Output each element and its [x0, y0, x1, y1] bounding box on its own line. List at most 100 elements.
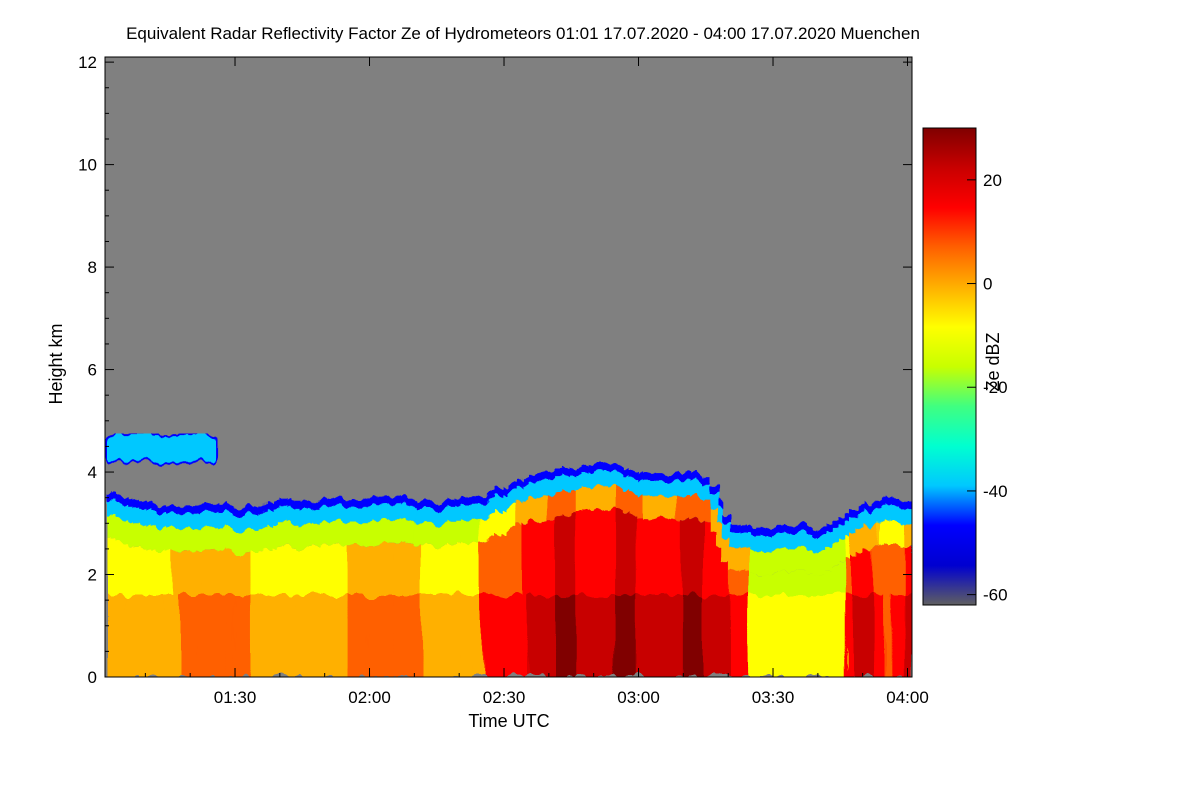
- ze-cell: [602, 508, 610, 596]
- ze-cell: [286, 506, 294, 523]
- ze-cell: [696, 521, 705, 596]
- ze-cell: [676, 480, 684, 496]
- ze-cell: [434, 502, 442, 511]
- ze-cell: [622, 595, 631, 677]
- ze-cell: [461, 505, 469, 521]
- ze-cell: [360, 544, 368, 596]
- ze-cell: [347, 523, 355, 547]
- ze-cell: [353, 595, 362, 677]
- y-tick-label: 2: [88, 566, 97, 585]
- x-tick-label: 02:00: [348, 688, 391, 707]
- ze-cell: [528, 474, 536, 483]
- ze-cell: [219, 550, 227, 596]
- ze-cell: [152, 512, 160, 528]
- ze-cell: [212, 595, 220, 677]
- ze-cell: [468, 595, 476, 677]
- ze-cell: [690, 473, 698, 482]
- ze-cell: [569, 467, 577, 476]
- ze-cell: [669, 595, 678, 677]
- ze-cell: [192, 595, 200, 677]
- ze-cell: [878, 506, 886, 523]
- ze-cell: [421, 508, 429, 525]
- ze-cell: [844, 595, 853, 677]
- ze-cell: [764, 572, 772, 596]
- ze-cell: [454, 506, 463, 522]
- ze-cell: [676, 495, 684, 519]
- ze-cell: [226, 513, 234, 529]
- ze-cell: [824, 525, 832, 534]
- ze-cell: [353, 507, 362, 523]
- ze-cell: [548, 479, 557, 496]
- ze-cell: [252, 595, 261, 677]
- ze-cell: [824, 571, 832, 596]
- ze-cell: [770, 533, 779, 550]
- ze-cell: [461, 543, 469, 596]
- ze-cell: [743, 526, 752, 535]
- ze-cell: [683, 479, 691, 496]
- ze-cell: [286, 545, 294, 596]
- ze-cell: [468, 519, 476, 543]
- ze-cell: [199, 527, 207, 551]
- ze-cell: [797, 523, 805, 532]
- ze-cell: [696, 595, 705, 677]
- ze-cell: [676, 595, 684, 677]
- colorbar-scale: [922, 127, 977, 606]
- ze-cell: [165, 553, 173, 596]
- ze-cell: [649, 481, 658, 497]
- ze-cell: [152, 504, 160, 513]
- ze-cell: [387, 595, 395, 677]
- ze-cell: [501, 508, 510, 532]
- ze-cell: [340, 507, 348, 523]
- ze-cell: [279, 497, 288, 506]
- ze-cell: [205, 503, 214, 512]
- ze-cell: [158, 505, 167, 514]
- ze-cell: [636, 471, 644, 479]
- ze-cell: [656, 595, 664, 677]
- ze-cell: [293, 500, 301, 509]
- ze-cell: [300, 525, 308, 549]
- ze-cell: [777, 571, 785, 596]
- y-tick-label: 12: [78, 53, 97, 72]
- ze-cell: [777, 525, 785, 534]
- ze-cell: [353, 545, 362, 596]
- ze-cell: [575, 512, 584, 596]
- ze-cell: [528, 482, 536, 498]
- ze-cell: [804, 595, 812, 677]
- ze-cell: [515, 525, 523, 596]
- ze-cell: [703, 595, 711, 677]
- chart-title: Equivalent Radar Reflectivity Factor Ze …: [126, 24, 920, 43]
- ze-cell: [111, 502, 120, 518]
- ze-cell: [306, 509, 315, 525]
- ze-cell: [394, 503, 402, 519]
- ze-cell: [797, 595, 805, 677]
- ze-cell: [710, 486, 718, 495]
- ze-cell: [421, 524, 429, 548]
- ze-cell: [790, 569, 799, 596]
- ze-cell: [158, 513, 167, 529]
- ze-cell: [468, 504, 476, 520]
- ze-cell: [683, 518, 691, 596]
- ze-cell: [784, 524, 792, 533]
- ze-cell: [185, 528, 194, 552]
- ze-cell: [750, 595, 758, 677]
- ze-cell: [723, 560, 732, 596]
- y-tick-label: 8: [88, 258, 97, 277]
- ze-cell: [199, 512, 207, 528]
- ze-cell: [427, 501, 436, 510]
- ze-cell: [118, 519, 126, 543]
- ze-cell: [864, 509, 873, 526]
- ze-cell: [858, 528, 866, 552]
- ze-cell: [804, 533, 812, 549]
- ze-cell: [226, 528, 234, 552]
- ze-cell: [313, 500, 321, 508]
- ze-cell: [279, 505, 288, 521]
- ze-cell: [891, 545, 900, 596]
- ze-cell: [669, 481, 678, 497]
- ze-cell: [495, 535, 503, 596]
- ze-cell: [387, 518, 395, 542]
- ze-cell: [360, 521, 368, 545]
- ze-cell: [185, 551, 194, 596]
- ze-cell: [582, 510, 590, 596]
- ze-cell: [131, 595, 140, 677]
- ze-cell: [838, 565, 846, 596]
